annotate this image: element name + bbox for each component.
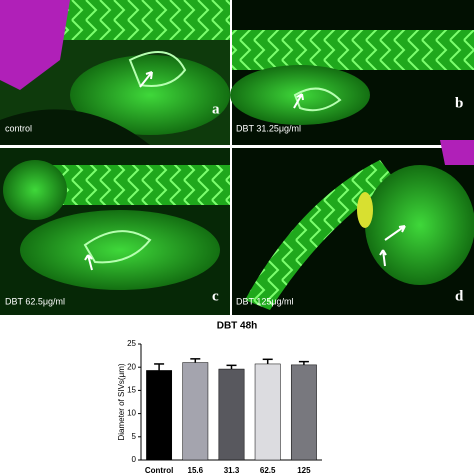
arrow [84, 254, 93, 271]
panel-letter: d [455, 288, 464, 304]
bar-chart: 0 5 10 15 20 25 Control 15.6 31.3 62.5 125 [127, 339, 322, 474]
yolk [440, 140, 474, 165]
arrow [139, 71, 153, 88]
bar [290, 364, 317, 461]
yolk-sac [20, 210, 220, 290]
panel-b: DBT 31.25μg/ml b [230, 0, 474, 145]
y-tick-label: 10 [127, 409, 136, 418]
y-tick-label: 25 [127, 339, 136, 348]
bar [182, 362, 209, 461]
x-tick-label: Control [145, 466, 173, 474]
yolk-sac [70, 55, 230, 135]
chart-title: DBT 48h [217, 321, 258, 332]
y-tick-label: 20 [127, 362, 136, 371]
somites [40, 165, 230, 205]
head [3, 160, 67, 220]
y-tick-label: 0 [132, 455, 137, 464]
panel-letter: a [212, 101, 220, 117]
caption: DBT 31.25μg/ml [236, 123, 301, 133]
caption: DBT 125μg/ml [236, 296, 294, 306]
yolk [0, 0, 70, 90]
arrow [293, 93, 304, 109]
spot [357, 192, 373, 228]
panel-c: DBT 62.5μg/ml c [0, 148, 230, 315]
y-tick-label: 15 [127, 386, 136, 395]
y-tick-label: 5 [132, 432, 137, 441]
somites [245, 160, 395, 310]
caption: DBT 62.5μg/ml [5, 296, 65, 306]
panel-letter: c [212, 288, 219, 304]
panel-letter: b [455, 95, 463, 111]
vessel [293, 87, 342, 112]
arrow [379, 249, 387, 267]
y-axis-label: Diameter of SIVs(μm) [117, 363, 126, 440]
x-tick-label: 125 [297, 466, 311, 474]
bar [146, 370, 173, 461]
vessel [83, 230, 152, 264]
caption: control [5, 123, 32, 133]
panel-a: control a [0, 0, 230, 145]
yolk-sac [365, 165, 474, 285]
arrow [384, 225, 406, 241]
bar [254, 363, 281, 461]
vessel [128, 51, 187, 87]
panel-d: DBT 125μg/ml d [232, 140, 474, 315]
somites [232, 30, 474, 70]
x-tick-label: 31.3 [224, 466, 240, 474]
x-tick-label: 15.6 [188, 466, 204, 474]
somites [60, 0, 230, 40]
shadow [0, 109, 150, 145]
x-tick-label: 62.5 [260, 466, 276, 474]
bar [218, 368, 245, 461]
